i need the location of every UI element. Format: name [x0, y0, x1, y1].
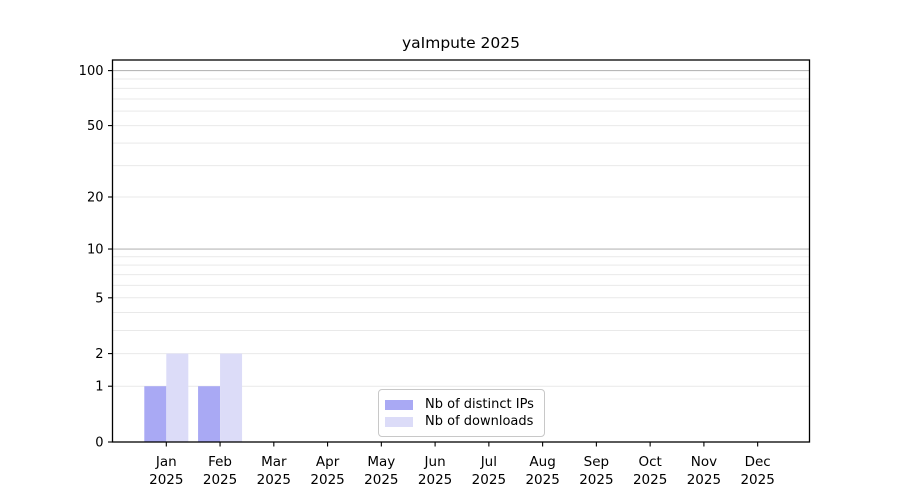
x-tick-label-month: Jan [155, 454, 177, 470]
y-tick-label: 1 [95, 380, 103, 395]
legend-item-label: Nb of distinct IPs [425, 397, 534, 412]
x-tick-label-year: 2025 [633, 472, 667, 488]
y-tick-label: 2 [95, 347, 103, 362]
y-tick-label: 0 [95, 436, 103, 451]
x-tick-label-year: 2025 [579, 472, 613, 488]
legend-box: Nb of distinct IPs Nb of downloads [378, 389, 545, 437]
x-tick-label-month: Nov [691, 454, 717, 470]
y-tick-label: 20 [87, 190, 104, 205]
legend-item-label: Nb of downloads [425, 414, 534, 429]
x-tick-label-month: Mar [261, 454, 287, 470]
legend-swatch-downloads [385, 416, 413, 427]
x-tick-label-month: Oct [638, 454, 661, 470]
x-tick-label-year: 2025 [525, 472, 559, 488]
x-tick-label-year: 2025 [364, 472, 398, 488]
x-tick-label-month: Dec [745, 454, 771, 470]
bar-distinct-ips [144, 386, 167, 442]
legend-item: Nb of distinct IPs [385, 396, 534, 413]
x-tick-label-year: 2025 [418, 472, 452, 488]
x-tick-label-month: Jun [424, 454, 446, 470]
x-tick-label-month: Feb [208, 454, 232, 470]
x-tick-label-year: 2025 [257, 472, 291, 488]
bar-downloads [166, 353, 189, 442]
x-tick-label-month: May [367, 454, 395, 470]
legend-item: Nb of downloads [385, 413, 534, 430]
legend-swatch-distinct-ips [385, 399, 413, 410]
x-tick-label-year: 2025 [687, 472, 721, 488]
y-tick-label: 50 [87, 119, 104, 134]
y-tick-label: 100 [79, 64, 104, 79]
chart-title: yaImpute 2025 [402, 34, 520, 52]
y-tick-label: 10 [87, 243, 104, 258]
y-tick-label: 5 [95, 291, 103, 306]
bar-distinct-ips [198, 386, 221, 442]
x-tick-label-month: Sep [584, 454, 609, 470]
x-tick-label-month: Apr [316, 454, 340, 470]
x-tick-label-month: Jul [480, 454, 497, 470]
x-tick-label-year: 2025 [149, 472, 183, 488]
plot-border [111, 59, 811, 443]
x-tick-label-year: 2025 [310, 472, 344, 488]
x-tick-label-year: 2025 [740, 472, 774, 488]
x-tick-label-month: Aug [529, 454, 555, 470]
bar-downloads [220, 353, 243, 442]
x-tick-label-year: 2025 [203, 472, 237, 488]
x-tick-label-year: 2025 [472, 472, 506, 488]
